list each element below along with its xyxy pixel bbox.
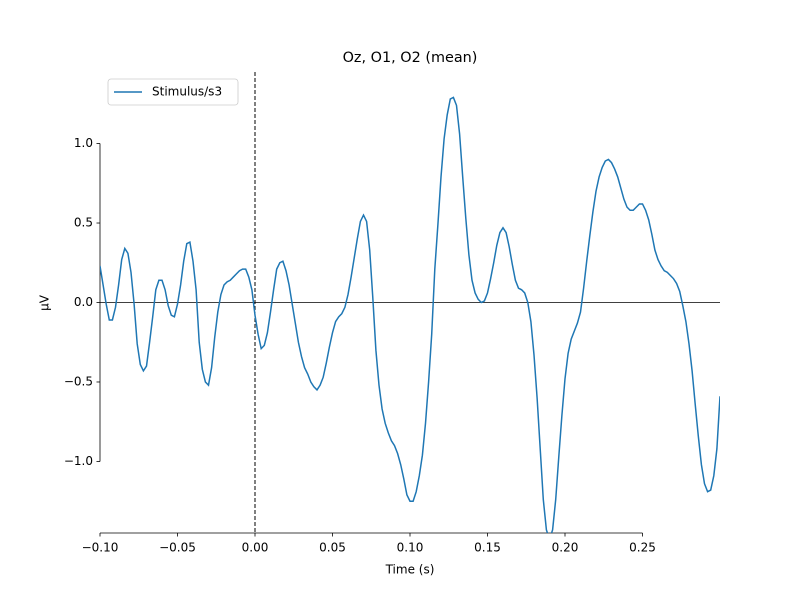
x-tick-label: 0.15: [474, 541, 501, 555]
y-tick-label: 0.0: [74, 295, 93, 309]
y-tick-label: 1.0: [74, 136, 93, 150]
legend-label: Stimulus/s3: [152, 85, 222, 99]
x-tick-label: 0.10: [397, 541, 424, 555]
chart-title: Oz, O1, O2 (mean): [343, 50, 478, 66]
x-tick-label: −0.10: [82, 541, 119, 555]
y-tick-label: −1.0: [64, 454, 93, 468]
y-tick-label: 0.5: [74, 216, 93, 230]
x-tick-label: −0.05: [159, 541, 196, 555]
data-line: [100, 96, 720, 533]
x-tick-label: 0.05: [319, 541, 346, 555]
y-axis-label: μV: [38, 294, 52, 311]
x-tick-label: 0.20: [552, 541, 579, 555]
x-tick-label: 0.00: [242, 541, 269, 555]
x-tick-label: 0.25: [629, 541, 656, 555]
x-axis-label: Time (s): [385, 563, 435, 577]
legend-box: [107, 78, 239, 106]
y-tick-label: −0.5: [64, 374, 93, 388]
